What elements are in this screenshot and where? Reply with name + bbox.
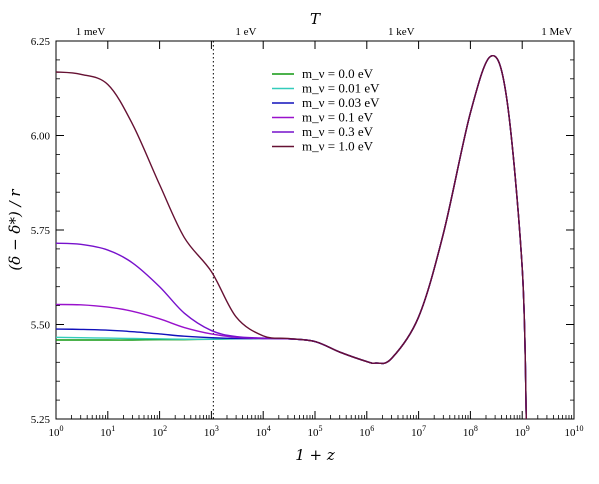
y-axis-title: (δ − δ*) / r xyxy=(6,189,24,271)
series-line xyxy=(55,55,527,420)
series-line xyxy=(55,55,527,420)
series-line xyxy=(55,55,527,420)
x-tick-label: 107 xyxy=(411,424,426,439)
x-tick-label: 109 xyxy=(515,424,530,439)
series-group xyxy=(55,55,527,420)
x-tick-label: 100 xyxy=(49,424,64,439)
legend-label: m_ν = 1.0 eV xyxy=(302,139,374,154)
y-tick-label: 5.25 xyxy=(31,414,51,426)
y-tick-label: 5.75 xyxy=(31,225,51,237)
ticks xyxy=(55,40,575,420)
x-tick-label: 1010 xyxy=(565,424,584,439)
y-tick-label: 6.00 xyxy=(31,131,51,143)
x-tick-label: 106 xyxy=(359,424,374,439)
legend: m_ν = 0.0 eVm_ν = 0.01 eVm_ν = 0.03 eVm_… xyxy=(272,66,380,154)
top-tick-label: 1 keV xyxy=(388,26,415,38)
series-line xyxy=(56,55,527,420)
legend-label: m_ν = 0.3 eV xyxy=(302,124,374,139)
y-tick-label: 5.50 xyxy=(31,320,51,332)
x-tick-label: 102 xyxy=(152,424,167,439)
top-axis-title: T xyxy=(310,10,321,28)
legend-label: m_ν = 0.1 eV xyxy=(302,110,374,125)
legend-label: m_ν = 0.01 eV xyxy=(302,81,380,96)
series-line xyxy=(55,55,527,420)
legend-label: m_ν = 0.03 eV xyxy=(302,95,380,110)
legend-label: m_ν = 0.0 eV xyxy=(302,66,374,81)
x-axis-title: 1 + z xyxy=(295,446,335,464)
x-tick-label: 108 xyxy=(463,424,478,439)
x-tick-label: 103 xyxy=(204,424,219,439)
series-line xyxy=(55,55,527,420)
x-tick-label: 101 xyxy=(100,424,115,439)
y-tick-label: 6.25 xyxy=(31,36,51,48)
x-tick-label: 104 xyxy=(256,424,271,439)
top-tick-label: 1 meV xyxy=(76,26,106,38)
top-tick-label: 1 MeV xyxy=(541,26,572,38)
x-tick-label: 105 xyxy=(308,424,323,439)
top-tick-label: 1 eV xyxy=(235,26,256,38)
